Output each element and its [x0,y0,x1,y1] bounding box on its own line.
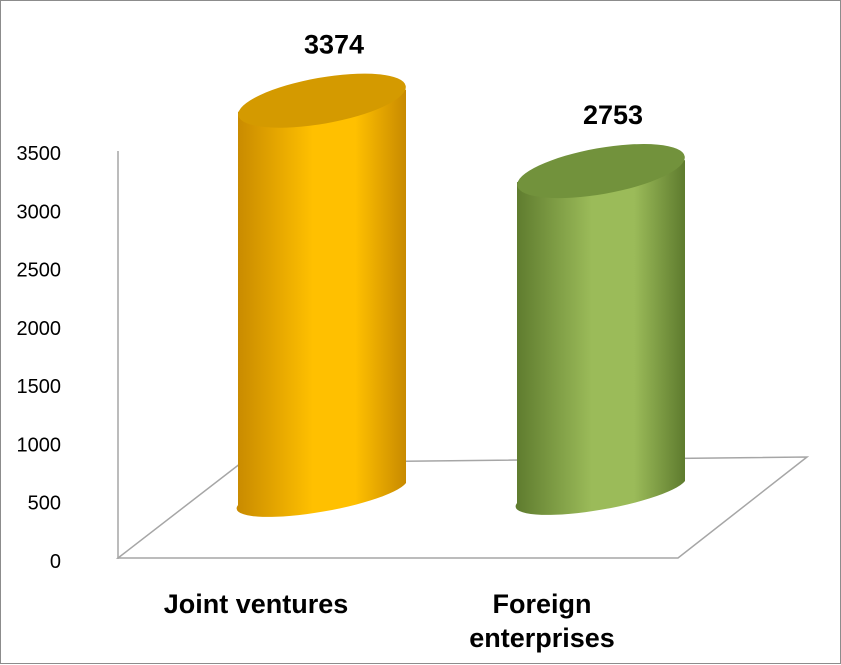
y-tick-label-3000: 3000 [17,201,62,223]
labels: 3374 2753 Joint ventures Foreign enterprises [164,30,643,653]
data-label-1: 3374 [304,30,364,60]
bars [236,73,685,517]
x-category-label-2: Foreign [493,589,592,619]
y-tick-label-1500: 1500 [17,376,62,398]
chart-floor [115,456,810,559]
floor-plane [115,456,810,559]
x-category-label-2: enterprises [469,623,615,653]
y-tick-label-1000: 1000 [17,434,62,456]
y-tick-label-3500: 3500 [17,143,62,165]
x-category-label-1: Joint ventures [164,589,349,619]
bar-1 [236,73,406,517]
bar-body [515,160,685,515]
y-tick-label-500: 500 [28,493,61,515]
y-tick-label-0: 0 [50,551,61,573]
bar-body [236,89,406,517]
data-label-2: 2753 [583,100,643,130]
y-tick-label-2000: 2000 [17,318,62,340]
bar-2 [515,144,685,515]
bar-top [517,144,685,199]
y-tick-label-2500: 2500 [17,260,62,282]
y-axis: 0 500 1000 1500 2000 2500 3000 3500 [17,143,119,573]
bar-top [238,73,406,128]
